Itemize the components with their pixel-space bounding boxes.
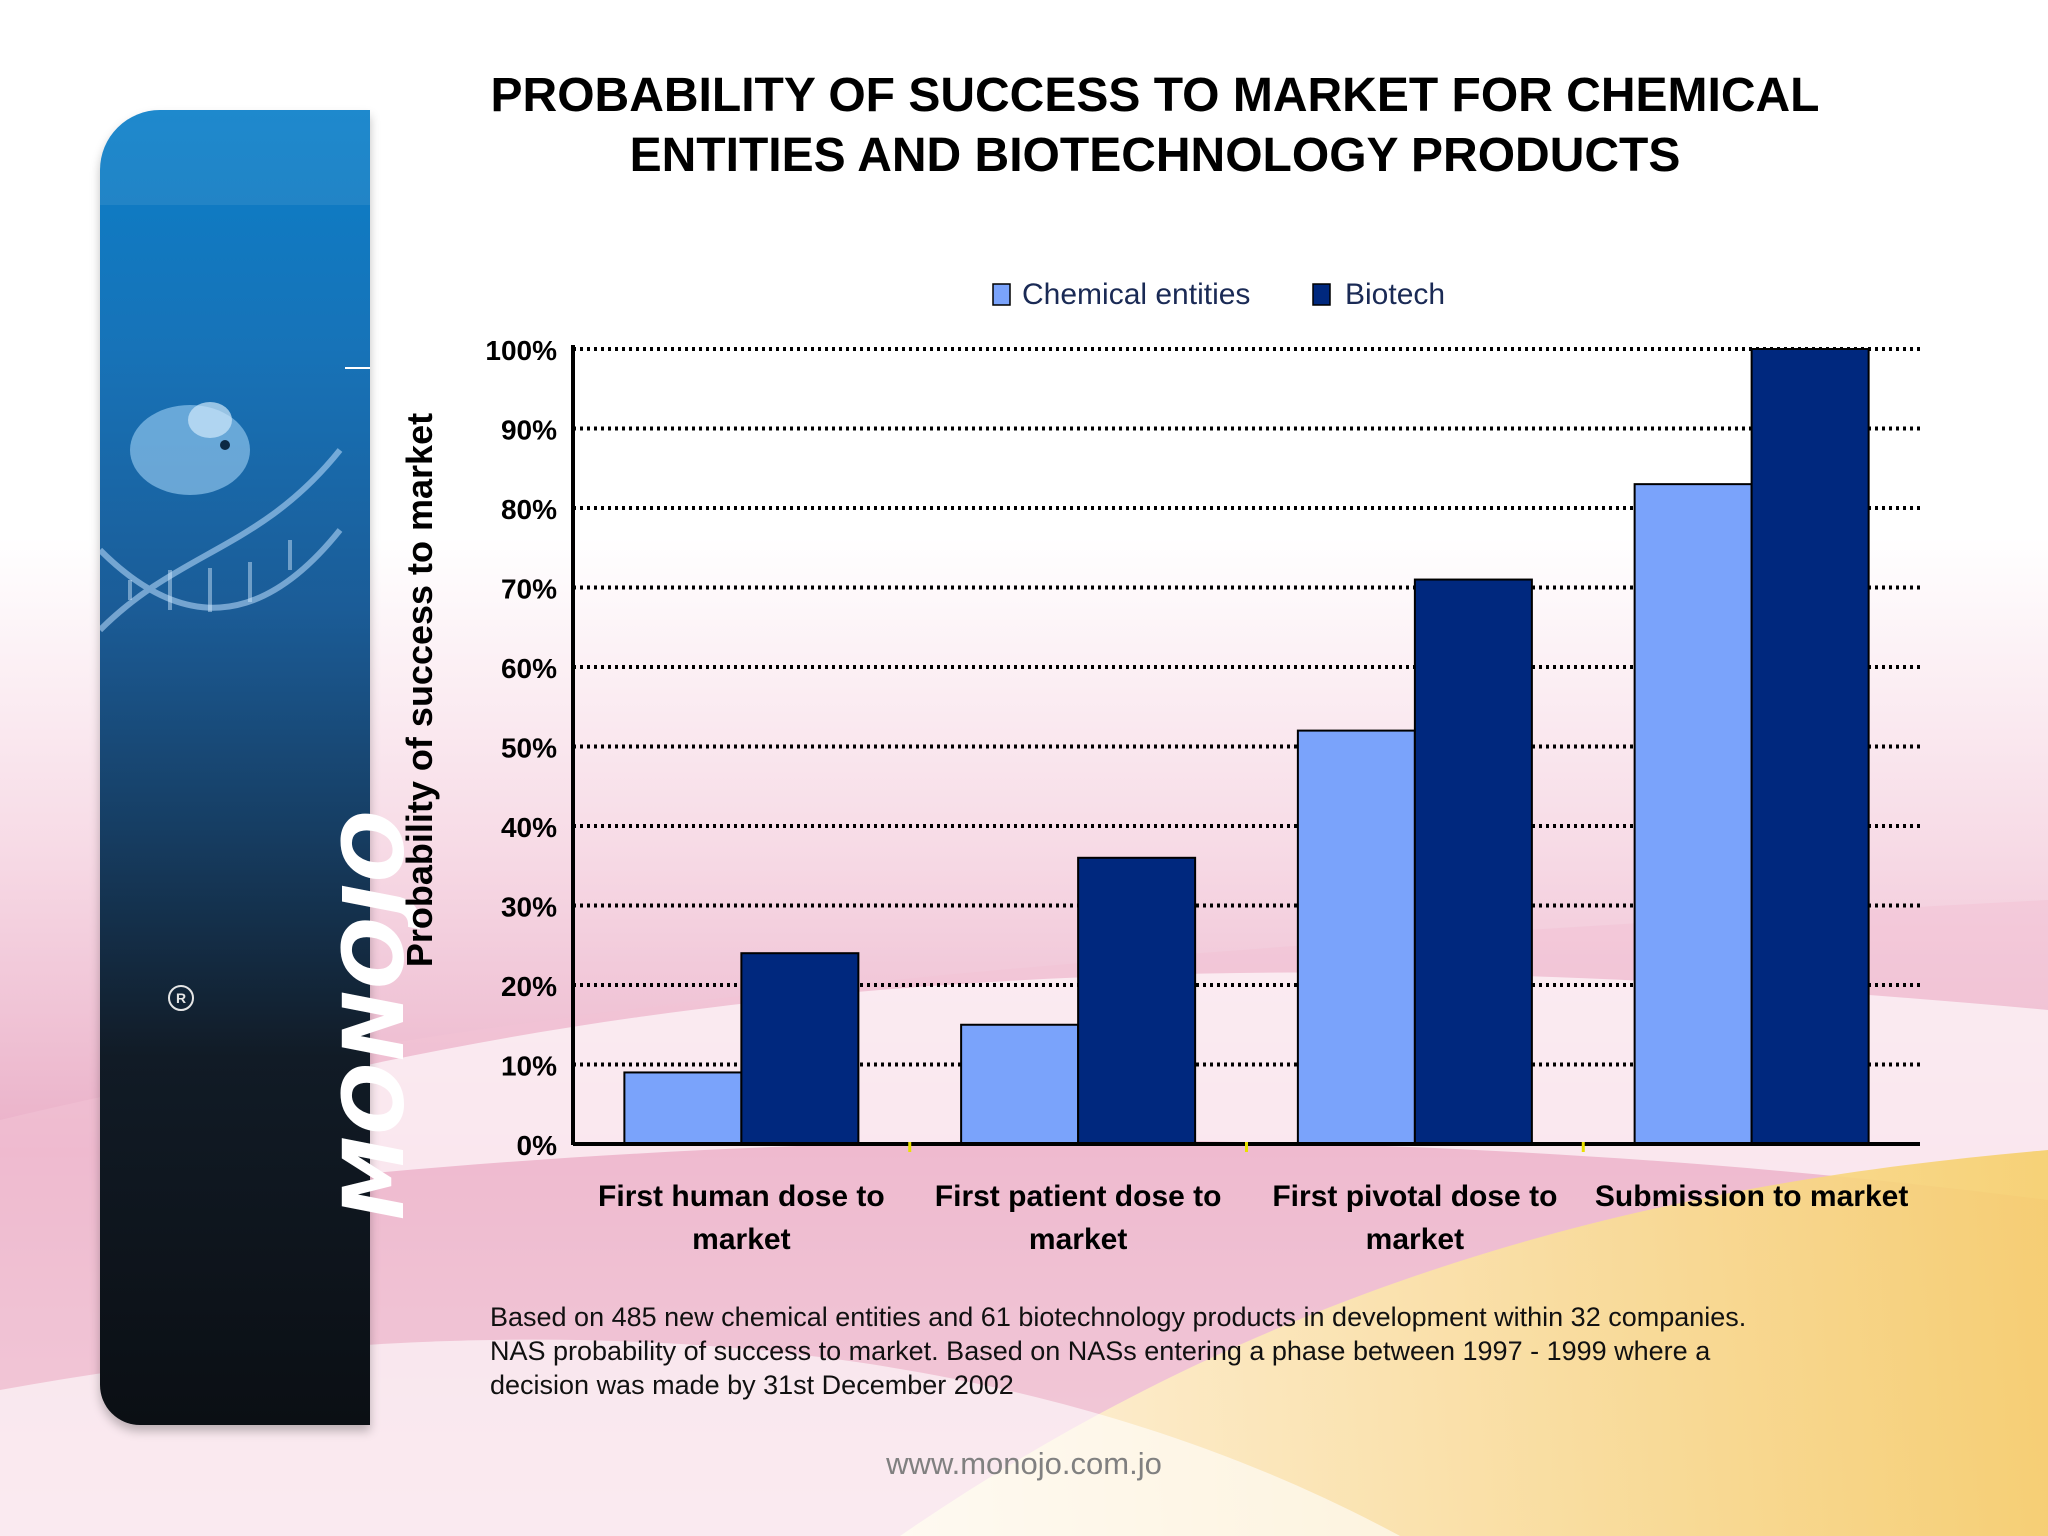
x-category-labels: First human dose to market First patient d… [598,1142,1908,1256]
x-category-label: market [1366,1223,1464,1256]
y-tick-label: 20% [501,971,557,1002]
y-axis-label: Probability of success to market [399,413,440,967]
y-tick-label: 70% [501,574,557,605]
bar-chemical-0 [623,1071,743,1145]
website-url: www.monojo.com.jo [886,1446,1162,1481]
dna-mouse-image [100,367,370,633]
chart-legend: Chemical entities Biotech [992,278,1445,311]
footnote: Based on 485 new chemical entities and 6… [490,1300,1940,1402]
x-category-label: First pivotal dose to [1272,1180,1557,1213]
legend-label-biotech: Biotech [1345,278,1445,311]
y-tick-label: 90% [501,415,557,446]
x-category-label: First patient dose to [935,1180,1222,1213]
y-tick-label: 30% [501,892,557,923]
bar-biotech-1 [1077,856,1197,1145]
bars [623,348,1870,1146]
chart-title: PROBABILITY OF SUCCESS TO MARKET FOR CHE… [400,66,1910,186]
y-tick-labels: 0% 10% 20% 30% 40% 50% 60% 70% 80% 90% 100% [485,335,557,1161]
x-category-label: market [1029,1223,1127,1256]
footnote-line-1: Based on 485 new chemical entities and 6… [490,1302,1747,1332]
x-category-label: Submission to market [1595,1180,1908,1213]
footnote-line-2: NAS probability of success to market. Ba… [490,1336,1711,1366]
x-category-label: market [692,1223,790,1256]
footnote-line-3: decision was made by 31st December 2002 [490,1370,1014,1400]
y-tick-label: 100% [485,335,557,366]
legend-swatch-biotech [1312,283,1331,306]
y-tick-label: 50% [501,733,557,764]
chart-title-line-2: ENTITIES AND BIOTECHNOLOGY PRODUCTS [629,129,1681,182]
bar-chemical-2 [1296,729,1416,1145]
bar-biotech-0 [740,952,860,1146]
x-category-label: First human dose to [598,1180,885,1213]
bar-biotech-3 [1750,348,1870,1145]
y-tick-label: 40% [501,812,557,843]
chart-title-line-1: PROBABILITY OF SUCCESS TO MARKET FOR CHE… [490,69,1820,122]
y-tick-label: 0% [517,1130,558,1161]
legend-label-chemical: Chemical entities [1022,278,1250,311]
y-tick-label: 80% [501,494,557,525]
legend-swatch-chemical [992,283,1011,306]
y-tick-label: 60% [501,653,557,684]
side-banner [100,110,370,1425]
bar-biotech-2 [1413,578,1533,1145]
bar-chemical-1 [960,1023,1080,1145]
bar-chemical-3 [1633,483,1753,1145]
y-tick-label: 10% [501,1051,557,1082]
registered-mark-icon: R [168,985,194,1011]
